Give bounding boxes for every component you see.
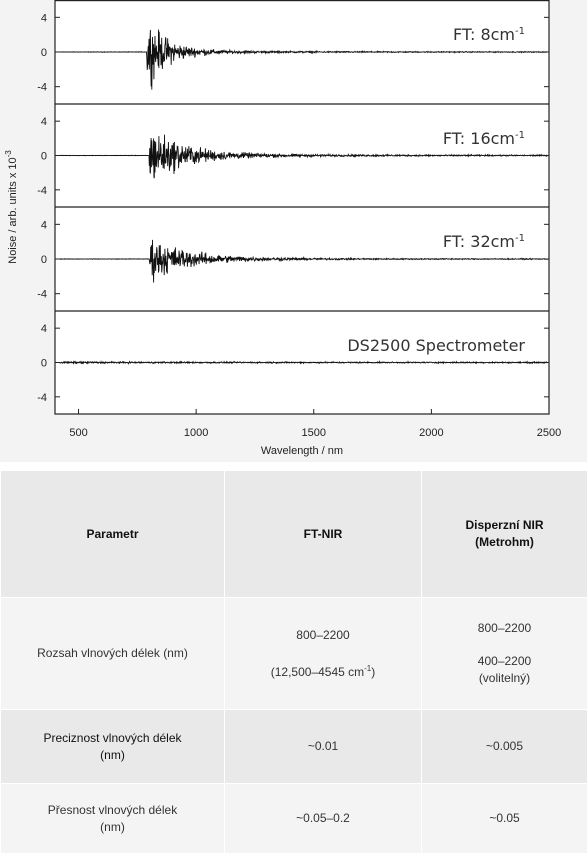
cell-param: Preciznost vlnových délek (nm) <box>1 710 225 784</box>
table-row: Přesnost vlnových délek (nm) ~0.05–0.2 ~… <box>1 784 587 854</box>
cell-value: ~0.01 <box>308 739 338 753</box>
cell-ft: ~0.01 <box>225 710 422 784</box>
panel-label: DS2500 Spectrometer <box>347 336 525 355</box>
y-tick-label: 0 <box>41 358 47 370</box>
panel-label: FT: 8cm-1 <box>453 25 525 44</box>
param-label-unit: (nm) <box>100 820 125 834</box>
cell-value-sub-text: (volitelný) <box>479 671 530 685</box>
y-tick-label: 4 <box>41 116 47 128</box>
cell-value-sub-end: ) <box>371 665 375 679</box>
table-header-row: Parametr FT-NIR Disperzní NIR (Metrohm) <box>1 471 587 598</box>
param-label: Přesnost vlnových délek <box>48 803 177 817</box>
table-row: Preciznost vlnových délek (nm) ~0.01 ~0.… <box>1 710 587 784</box>
cell-value: ~0.05–0.2 <box>296 811 350 825</box>
cell-value: ~0.005 <box>486 739 523 753</box>
header-disperzni-nir: Disperzní NIR (Metrohm) <box>422 471 587 598</box>
x-tick-label: 1000 <box>184 427 208 439</box>
cell-param: Přesnost vlnových délek (nm) <box>1 784 225 854</box>
table-row: Rozsah vlnových délek (nm) 800–2200 (12,… <box>1 598 587 710</box>
x-tick-label: 1500 <box>302 427 326 439</box>
header-ft-nir: FT-NIR <box>225 471 422 598</box>
noise-chart-area: 4 0 -4 FT: 8cm-1 4 0 -4 FT: 16cm-1 4 0 -4 FT: 32cm-… <box>0 0 587 462</box>
cell-ft: 800–2200 (12,500–4545 cm-1) <box>225 598 422 710</box>
comparison-table: Parametr FT-NIR Disperzní NIR (Metrohm) … <box>0 470 587 854</box>
y-tick-label: 4 <box>41 12 47 24</box>
y-tick-label: -4 <box>37 289 47 301</box>
y-tick-label: -4 <box>37 392 47 404</box>
cell-value: 800–2200 <box>432 620 577 637</box>
cell-disp: ~0.005 <box>422 710 587 784</box>
header-label: Parametr <box>86 527 138 541</box>
param-label-unit: (nm) <box>100 748 125 762</box>
y-tick-label: 0 <box>41 254 47 266</box>
cell-value: 800–2200 <box>235 627 411 644</box>
y-tick-label: 4 <box>41 219 47 231</box>
y-tick-label: -4 <box>37 185 47 197</box>
cell-value-sub-text: (12,500–4545 cm <box>271 665 364 679</box>
cell-value-sub: (12,500–4545 cm-1) <box>235 660 411 681</box>
y-tick-label: 0 <box>41 47 47 59</box>
param-label: Rozsah vlnových délek (nm) <box>37 646 188 660</box>
y-tick-label: 0 <box>41 151 47 163</box>
panel-label: FT: 32cm-1 <box>443 232 525 251</box>
cell-value-sub: 400–2200 (volitelný) <box>432 653 577 687</box>
x-tick-label: 2000 <box>419 427 443 439</box>
x-tick-label: 2500 <box>537 427 561 439</box>
cell-disp: ~0.05 <box>422 784 587 854</box>
noise-chart: 4 0 -4 FT: 8cm-1 4 0 -4 FT: 16cm-1 4 0 -4 FT: 32cm-… <box>0 0 587 462</box>
param-label: Preciznost vlnových délek <box>43 731 181 745</box>
panel-label: FT: 16cm-1 <box>443 129 525 148</box>
x-axis-title: Wavelength / nm <box>261 445 343 457</box>
header-label-sub: (Metrohm) <box>475 535 534 549</box>
y-axis-title: Noise / arb. units x 10-3 <box>4 150 19 264</box>
y-tick-label: -4 <box>37 82 47 94</box>
cell-value-sub-text: 400–2200 <box>478 654 531 668</box>
x-tick-label: 500 <box>69 427 87 439</box>
cell-param: Rozsah vlnových délek (nm) <box>1 598 225 710</box>
cell-value: ~0.05 <box>489 811 519 825</box>
header-label: FT-NIR <box>304 527 343 541</box>
header-parametr: Parametr <box>1 471 225 598</box>
cell-ft: ~0.05–0.2 <box>225 784 422 854</box>
y-tick-label: 4 <box>41 323 47 335</box>
header-label: Disperzní NIR <box>465 518 543 532</box>
cell-disp: 800–2200 400–2200 (volitelný) <box>422 598 587 710</box>
